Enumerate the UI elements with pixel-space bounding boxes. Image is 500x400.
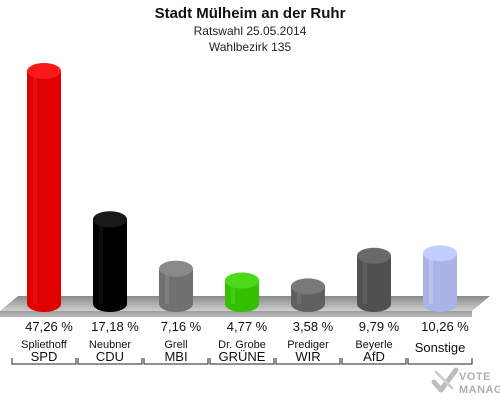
chart-floor-front bbox=[0, 311, 472, 317]
value-label-afd: 9,79 % bbox=[359, 319, 400, 334]
bar-top-cdu bbox=[93, 211, 127, 228]
category-underline-cdu bbox=[77, 358, 143, 365]
bar-sonstige bbox=[423, 245, 457, 312]
value-label-cdu: 17,18 % bbox=[91, 319, 139, 334]
candidate-label-cdu: Neubner bbox=[89, 339, 132, 351]
bar-top-afd bbox=[357, 247, 391, 264]
bar-shine-cdu bbox=[99, 219, 103, 304]
candidate-label-afd: Beyerle bbox=[355, 339, 392, 351]
logo-text-manager: MANAGER bbox=[459, 384, 500, 396]
bar-cdu bbox=[93, 211, 127, 312]
category-underline-afd bbox=[341, 358, 407, 365]
bar-body-afd bbox=[357, 255, 391, 312]
chart-subtitle: Ratswahl 25.05.2014 bbox=[194, 24, 307, 38]
bars-layer bbox=[27, 63, 457, 312]
bar-shine-spd bbox=[33, 71, 37, 304]
party-label-spd: SPD bbox=[31, 349, 58, 364]
bar-afd bbox=[357, 247, 391, 312]
party-label-mbi: MBI bbox=[164, 349, 187, 364]
candidate-label-spd: Spliethoff bbox=[21, 339, 68, 351]
value-labels-layer: 47,26 % 17,18 % 7,16 % 4,77 % 3,58 % 9,79 % 10… bbox=[25, 319, 469, 334]
bar-body-sonstige bbox=[423, 253, 457, 312]
bar-shine-wir bbox=[297, 286, 301, 304]
bar-body-cdu bbox=[93, 219, 127, 312]
bar-body-mbi bbox=[159, 268, 193, 312]
chart-title: Stadt Mülheim an der Ruhr bbox=[155, 5, 346, 22]
bar-body-grüne bbox=[225, 280, 259, 312]
bar-shine-sonstige bbox=[429, 253, 433, 304]
party-label-wir: WIR bbox=[295, 349, 320, 364]
category-underline-grüne bbox=[209, 358, 275, 365]
bar-wir bbox=[291, 278, 325, 312]
bar-grüne bbox=[225, 272, 259, 312]
party-label-cdu: CDU bbox=[96, 349, 124, 364]
chart-district: Wahlbezirk 135 bbox=[209, 40, 292, 54]
party-label-sonstige: Sonstige bbox=[415, 340, 466, 355]
candidate-label-wir: Prediger bbox=[287, 339, 329, 351]
party-label-grüne: GRÜNE bbox=[219, 349, 266, 364]
value-label-sonstige: 10,26 % bbox=[421, 319, 469, 334]
bar-top-spd bbox=[27, 63, 61, 79]
bar-top-sonstige bbox=[423, 245, 457, 262]
category-underline-wir bbox=[275, 358, 341, 365]
bar-top-wir bbox=[291, 278, 325, 295]
bar-shine-mbi bbox=[165, 268, 169, 304]
candidate-label-mbi: Grell bbox=[164, 339, 187, 351]
bar-body-spd bbox=[27, 71, 61, 312]
bar-mbi bbox=[159, 260, 193, 312]
bar-top-grüne bbox=[225, 272, 259, 289]
value-label-grüne: 4,77 % bbox=[227, 319, 268, 334]
value-label-spd: 47,26 % bbox=[25, 319, 73, 334]
vote-manager-logo: VOTE MANAGER bbox=[431, 367, 500, 396]
category-underline-spd bbox=[11, 358, 77, 365]
candidate-label-grüne: Dr. Grobe bbox=[218, 339, 266, 351]
bar-shine-grüne bbox=[231, 280, 235, 304]
logo-text-vote: VOTE bbox=[459, 371, 491, 383]
bar-spd bbox=[27, 63, 61, 312]
category-underline-sonstige bbox=[407, 358, 473, 365]
value-label-wir: 3,58 % bbox=[293, 319, 334, 334]
category-underline-mbi bbox=[143, 358, 209, 365]
bar-shine-afd bbox=[363, 255, 367, 304]
bar-top-mbi bbox=[159, 260, 193, 277]
value-label-mbi: 7,16 % bbox=[161, 319, 202, 334]
checkmark-logo-icon bbox=[431, 367, 459, 393]
party-label-afd: AfD bbox=[363, 349, 385, 364]
